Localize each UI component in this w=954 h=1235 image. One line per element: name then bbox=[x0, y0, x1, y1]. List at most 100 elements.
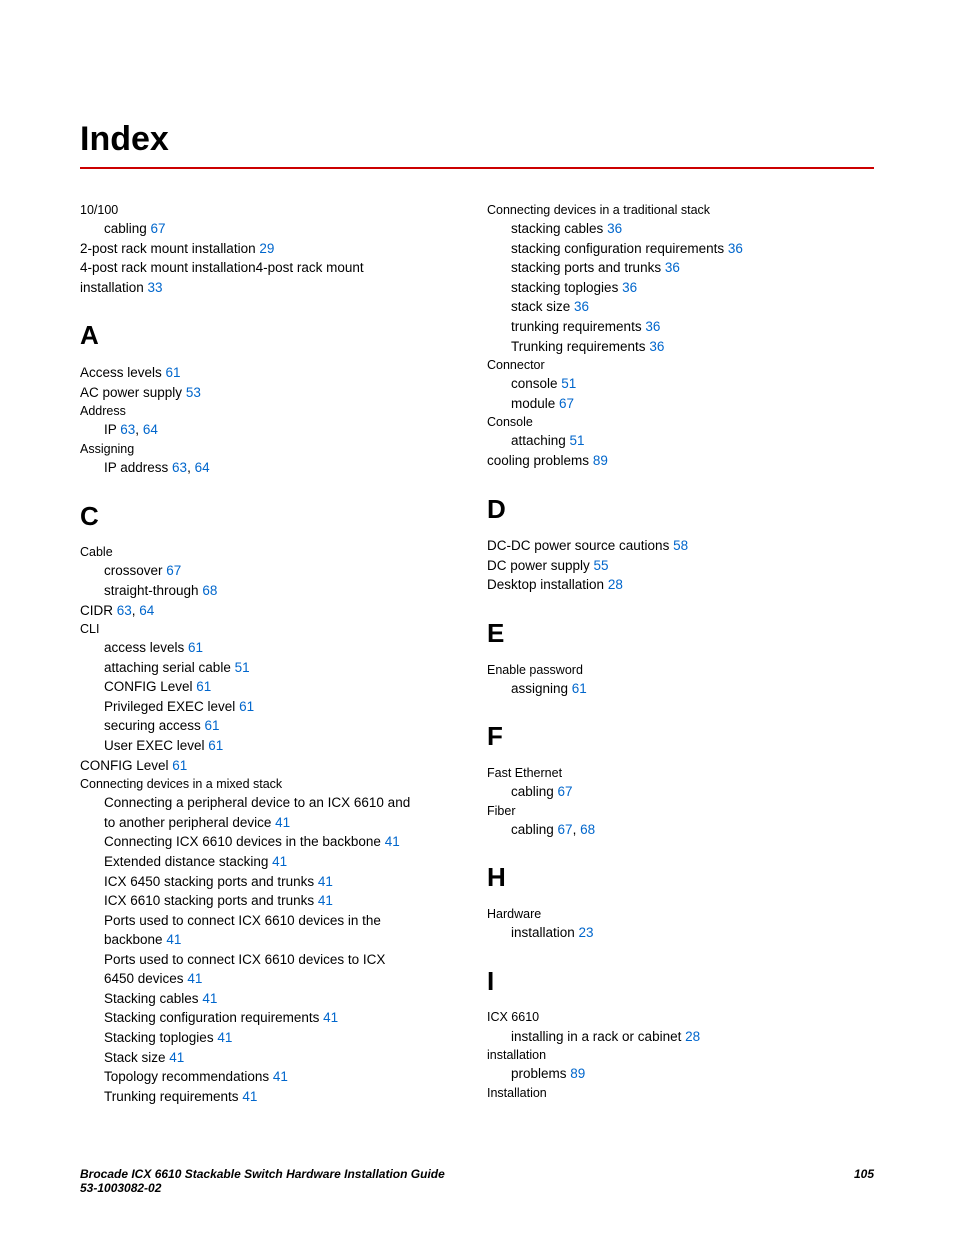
page-ref-link[interactable]: 28 bbox=[685, 1029, 700, 1044]
index-entry: Extended distance stacking 41 bbox=[80, 852, 467, 872]
index-entry: cooling problems 89 bbox=[487, 451, 874, 471]
page-ref-link[interactable]: 61 bbox=[239, 699, 254, 714]
page-ref-link[interactable]: 51 bbox=[570, 433, 585, 448]
page-ref-link[interactable]: 64 bbox=[143, 422, 158, 437]
index-text: installing in a rack or cabinet bbox=[511, 1029, 685, 1044]
page-ref-link[interactable]: 63 bbox=[117, 603, 132, 618]
index-text: crossover bbox=[104, 563, 166, 578]
page-ref-link[interactable]: 41 bbox=[385, 834, 400, 849]
index-text: stack size bbox=[511, 299, 574, 314]
index-letter-heading: D bbox=[487, 491, 874, 529]
index-entry: backbone 41 bbox=[80, 930, 467, 950]
page-ref-link[interactable]: 64 bbox=[139, 603, 154, 618]
page-ref-link[interactable]: 63 bbox=[120, 422, 135, 437]
index-text: backbone bbox=[104, 932, 166, 947]
page-ref-link[interactable]: 36 bbox=[649, 339, 664, 354]
index-text: Installation bbox=[487, 1086, 547, 1100]
index-entry: 6450 devices 41 bbox=[80, 969, 467, 989]
page-ref-link[interactable]: 41 bbox=[242, 1089, 257, 1104]
page-ref-link[interactable]: 58 bbox=[673, 538, 688, 553]
page-ref-link[interactable]: 41 bbox=[318, 893, 333, 908]
page-ref-link[interactable]: 67 bbox=[558, 784, 573, 799]
index-entry: Ports used to connect ICX 6610 devices t… bbox=[80, 950, 467, 970]
index-entry: crossover 67 bbox=[80, 561, 467, 581]
page-ref-link[interactable]: 36 bbox=[728, 241, 743, 256]
page-ref-link[interactable]: 61 bbox=[572, 681, 587, 696]
page-ref-link[interactable]: 67 bbox=[559, 396, 574, 411]
index-entry: cabling 67, 68 bbox=[487, 820, 874, 840]
index-entry: Assigning bbox=[80, 440, 467, 458]
page-ref-link[interactable]: 36 bbox=[574, 299, 589, 314]
index-text: Topology recommendations bbox=[104, 1069, 273, 1084]
page-ref-link[interactable]: 67 bbox=[166, 563, 181, 578]
index-letter-heading: H bbox=[487, 859, 874, 897]
index-entry: 2-post rack mount installation 29 bbox=[80, 239, 467, 259]
page-ref-link[interactable]: 67 bbox=[558, 822, 573, 837]
index-text: to another peripheral device bbox=[104, 815, 275, 830]
page-ref-link[interactable]: 36 bbox=[665, 260, 680, 275]
page-ref-link[interactable]: 41 bbox=[169, 1050, 184, 1065]
page-ref-link[interactable]: 53 bbox=[186, 385, 201, 400]
page-ref-link[interactable]: 33 bbox=[148, 280, 163, 295]
page-ref-link[interactable]: 41 bbox=[323, 1010, 338, 1025]
index-entry: installation bbox=[487, 1046, 874, 1064]
page-ref-link[interactable]: 55 bbox=[594, 558, 609, 573]
page-ref-link[interactable]: 41 bbox=[273, 1069, 288, 1084]
index-text: CLI bbox=[80, 622, 99, 636]
index-text: 10/100 bbox=[80, 203, 118, 217]
index-text: User EXEC level bbox=[104, 738, 208, 753]
index-entry: Access levels 61 bbox=[80, 363, 467, 383]
index-entry: attaching 51 bbox=[487, 431, 874, 451]
page-ref-link[interactable]: 41 bbox=[275, 815, 290, 830]
page-ref-link[interactable]: 61 bbox=[196, 679, 211, 694]
page-ref-link[interactable]: 41 bbox=[166, 932, 181, 947]
title-rule bbox=[80, 167, 874, 169]
index-entry: Stack size 41 bbox=[80, 1048, 467, 1068]
index-entry: stack size 36 bbox=[487, 297, 874, 317]
page-ref-link[interactable]: 51 bbox=[561, 376, 576, 391]
page-ref-link[interactable]: 23 bbox=[579, 925, 594, 940]
index-entry: ICX 6450 stacking ports and trunks 41 bbox=[80, 872, 467, 892]
page-ref-link[interactable]: 61 bbox=[205, 718, 220, 733]
page-ref-link[interactable]: 51 bbox=[235, 660, 250, 675]
index-text: Enable password bbox=[487, 663, 583, 677]
index-text: console bbox=[511, 376, 561, 391]
index-entry: Connector bbox=[487, 356, 874, 374]
page-ref-link[interactable]: 67 bbox=[151, 221, 166, 236]
page-ref-link[interactable]: 61 bbox=[172, 758, 187, 773]
index-text: Connector bbox=[487, 358, 545, 372]
page-ref-link[interactable]: 36 bbox=[645, 319, 660, 334]
page-ref-link[interactable]: 41 bbox=[318, 874, 333, 889]
index-entry: CONFIG Level 61 bbox=[80, 756, 467, 776]
page-ref-link[interactable]: 61 bbox=[208, 738, 223, 753]
page-ref-link[interactable]: 61 bbox=[188, 640, 203, 655]
page-ref-link[interactable]: 28 bbox=[608, 577, 623, 592]
index-entry: cabling 67 bbox=[487, 782, 874, 802]
page-ref-link[interactable]: 36 bbox=[607, 221, 622, 236]
index-entry: module 67 bbox=[487, 394, 874, 414]
footer-left: Brocade ICX 6610 Stackable Switch Hardwa… bbox=[80, 1167, 445, 1195]
page-ref-link[interactable]: 89 bbox=[593, 453, 608, 468]
page-ref-link[interactable]: 68 bbox=[580, 822, 595, 837]
page-ref-link[interactable]: 61 bbox=[166, 365, 181, 380]
index-text: Extended distance stacking bbox=[104, 854, 272, 869]
page-ref-link[interactable]: 63 bbox=[172, 460, 187, 475]
page-ref-link[interactable]: 36 bbox=[622, 280, 637, 295]
page-ref-link[interactable]: 41 bbox=[217, 1030, 232, 1045]
page-ref-link[interactable]: 41 bbox=[272, 854, 287, 869]
page-ref-link[interactable]: 29 bbox=[259, 241, 274, 256]
index-text: IP bbox=[104, 422, 120, 437]
page-ref-link[interactable]: 68 bbox=[202, 583, 217, 598]
index-entry: Enable password bbox=[487, 661, 874, 679]
page-ref-link[interactable]: 64 bbox=[195, 460, 210, 475]
index-entry: Trunking requirements 41 bbox=[80, 1087, 467, 1107]
index-entry: Cable bbox=[80, 543, 467, 561]
index-text: Trunking requirements bbox=[104, 1089, 242, 1104]
index-entry: Hardware bbox=[487, 905, 874, 923]
index-entry: CIDR 63, 64 bbox=[80, 601, 467, 621]
index-entry: stacking ports and trunks 36 bbox=[487, 258, 874, 278]
page-ref-link[interactable]: 41 bbox=[202, 991, 217, 1006]
index-text: Connecting ICX 6610 devices in the backb… bbox=[104, 834, 385, 849]
page-ref-link[interactable]: 41 bbox=[187, 971, 202, 986]
page-ref-link[interactable]: 89 bbox=[570, 1066, 585, 1081]
